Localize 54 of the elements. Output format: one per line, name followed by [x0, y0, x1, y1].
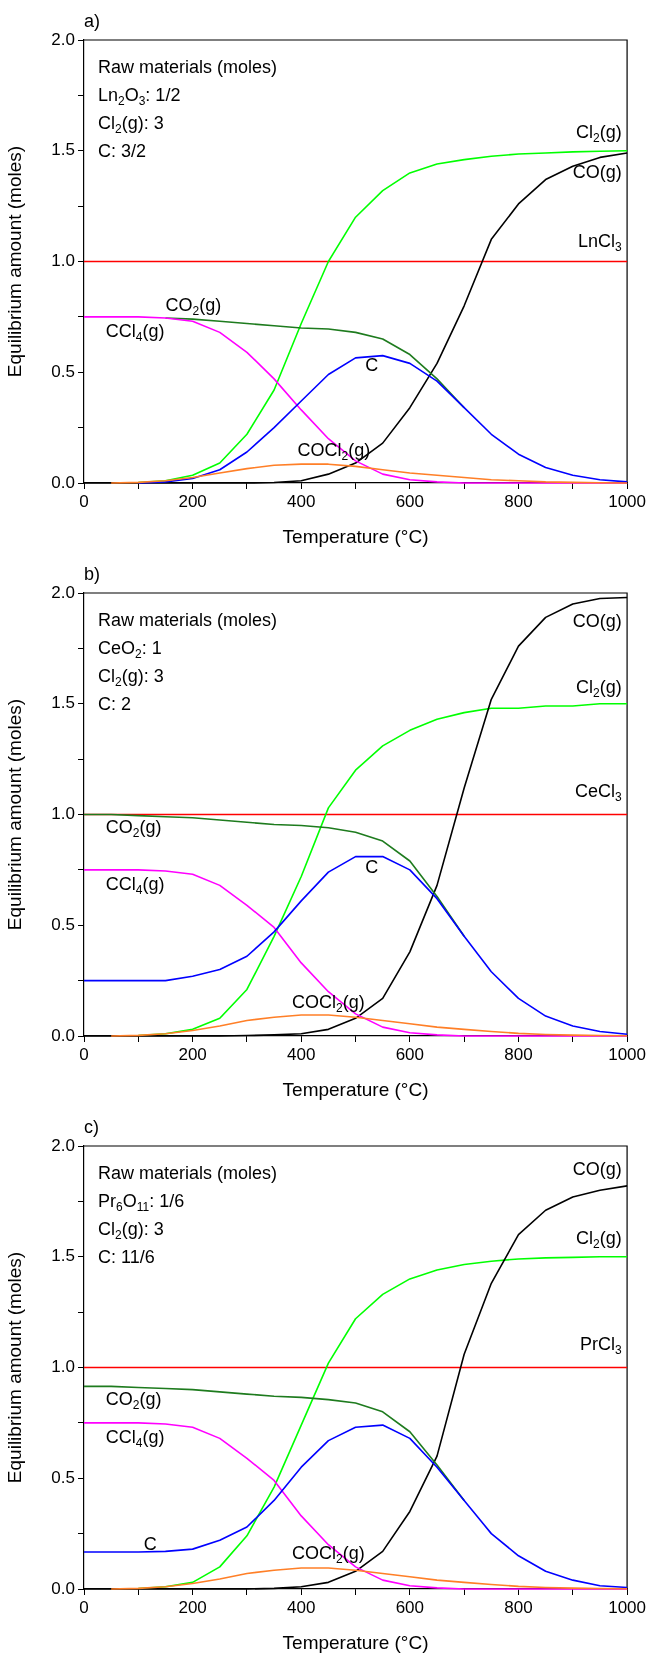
y-tick-label: 0.0: [51, 1578, 75, 1598]
x-axis-title: Temperature (°C): [282, 1631, 429, 1653]
x-tick-label: 200: [178, 1597, 207, 1617]
annotation: C: 11/6: [98, 1246, 155, 1267]
chart-title: c): [84, 1116, 99, 1137]
x-tick-label: 0: [79, 1597, 89, 1617]
y-tick-label: 1.5: [51, 1246, 75, 1266]
x-tick-label: 0: [79, 1044, 89, 1064]
annotation: Raw materials (moles): [98, 609, 278, 630]
x-axis-title: Temperature (°C): [282, 1078, 429, 1100]
x-tick-label: 400: [287, 1044, 316, 1064]
y-tick-label: 1.0: [51, 251, 75, 271]
annotation: C: 3/2: [98, 140, 147, 161]
x-axis-title: Temperature (°C): [282, 525, 429, 547]
y-axis-title: Equilibrium amount (moles): [3, 1251, 25, 1484]
y-tick-label: 1.0: [51, 1357, 75, 1377]
x-tick-label: 800: [504, 1597, 533, 1617]
y-tick-label: 0.0: [51, 472, 75, 492]
x-tick-label: 1000: [608, 491, 646, 511]
series-label: CO(g): [572, 161, 622, 182]
series-label: C: [365, 354, 379, 375]
y-tick-label: 2.0: [51, 1135, 75, 1155]
chart-title: b): [84, 563, 101, 584]
x-tick-label: 600: [395, 491, 425, 511]
x-tick-label: 1000: [608, 1597, 646, 1617]
y-tick-label: 2.0: [51, 582, 75, 602]
x-tick-label: 600: [395, 1044, 425, 1064]
annotation: Raw materials (moles): [98, 56, 278, 77]
x-tick-label: 200: [178, 1044, 207, 1064]
y-tick-label: 1.5: [51, 140, 75, 160]
y-tick-label: 0.5: [51, 1467, 75, 1487]
y-axis-title: Equilibrium amount (moles): [3, 698, 25, 931]
y-axis-title: Equilibrium amount (moles): [3, 145, 25, 378]
x-tick-label: 200: [178, 491, 207, 511]
y-tick-label: 0.0: [51, 1025, 75, 1045]
x-tick-label: 1000: [608, 1044, 646, 1064]
x-tick-label: 400: [287, 491, 316, 511]
x-tick-label: 0: [79, 491, 89, 511]
series-label: C: [143, 1534, 157, 1555]
y-tick-label: 1.0: [51, 804, 75, 824]
y-tick-label: 1.5: [51, 693, 75, 713]
x-tick-label: 800: [504, 491, 533, 511]
chart-title: a): [84, 10, 101, 31]
x-tick-label: 400: [287, 1597, 316, 1617]
y-tick-label: 0.5: [51, 914, 75, 934]
annotation: Raw materials (moles): [98, 1162, 278, 1183]
series-label: CO(g): [572, 1159, 622, 1180]
annotation: C: 2: [98, 693, 132, 714]
series-label: CO(g): [572, 610, 622, 631]
x-tick-label: 800: [504, 1044, 533, 1064]
series-label: C: [365, 856, 379, 877]
y-tick-label: 0.5: [51, 361, 75, 381]
y-tick-label: 2.0: [51, 29, 75, 49]
x-tick-label: 600: [395, 1597, 425, 1617]
